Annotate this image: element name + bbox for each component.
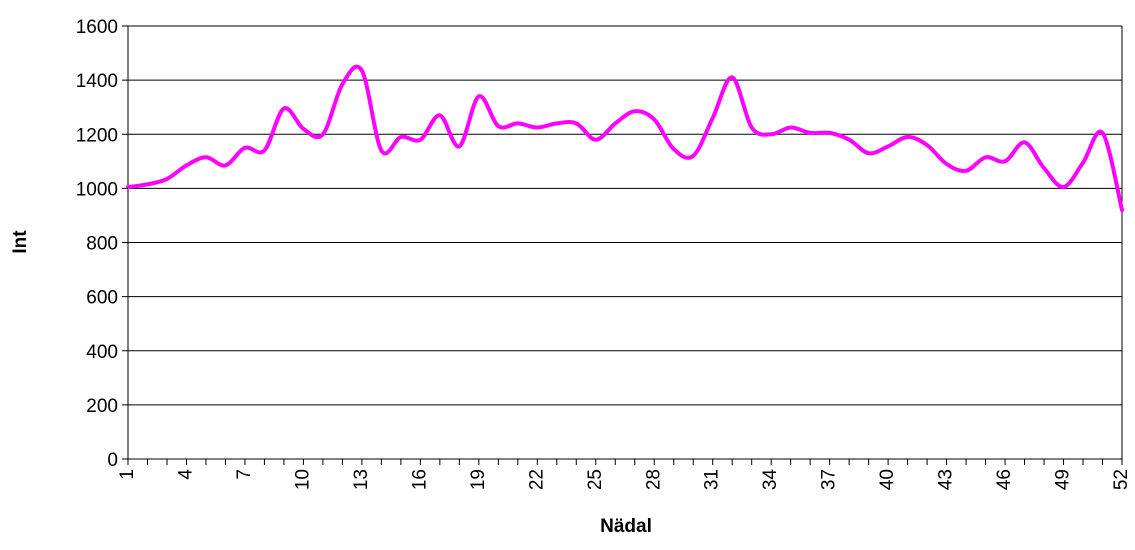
y-tick-label: 200	[86, 396, 118, 417]
x-tick-label: 4	[175, 469, 196, 480]
y-tick-label: 800	[86, 234, 118, 255]
x-axis-title: Nädal	[600, 516, 652, 537]
x-tick-label: 40	[877, 469, 898, 490]
y-tick-label: 400	[86, 342, 118, 363]
x-tick-label: 7	[234, 469, 255, 480]
x-tick-label: 37	[819, 469, 840, 490]
series-line-0	[126, 64, 1124, 212]
x-tick-label: 28	[643, 469, 664, 490]
y-tick-label: 1000	[76, 179, 118, 200]
y-tick-label: 1400	[76, 71, 118, 92]
y-axis-ticks: 0 200 400 600 800 1000 1200 1400 1600	[76, 17, 128, 471]
y-tick-label: 1200	[76, 125, 118, 146]
gridlines	[128, 25, 1122, 406]
y-tick-label: 0	[107, 450, 118, 471]
x-tick-label: 13	[351, 469, 372, 490]
x-tick-label: 16	[409, 469, 430, 490]
x-tick-label: 10	[292, 469, 313, 490]
x-tick-label: 25	[585, 469, 606, 490]
x-tick-label: 34	[760, 469, 781, 491]
y-axis-title: Int	[10, 230, 31, 254]
x-tick-label: 19	[468, 469, 489, 490]
y-tick-label: 1600	[76, 17, 118, 38]
series-layer	[126, 64, 1124, 212]
x-tick-label: 52	[1111, 469, 1132, 490]
x-tick-label: 31	[702, 469, 723, 490]
x-tick-label: 1	[117, 469, 138, 480]
y-tick-label: 600	[86, 288, 118, 309]
x-axis-ticks: 1 4 7 10 13 16 19 22 25 28 31 34 37 40 43 46 49 52	[117, 459, 1132, 490]
x-tick-label: 43	[936, 469, 957, 490]
x-tick-label: 22	[526, 469, 547, 490]
x-tick-label: 46	[994, 469, 1015, 490]
x-tick-label: 49	[1053, 469, 1074, 490]
